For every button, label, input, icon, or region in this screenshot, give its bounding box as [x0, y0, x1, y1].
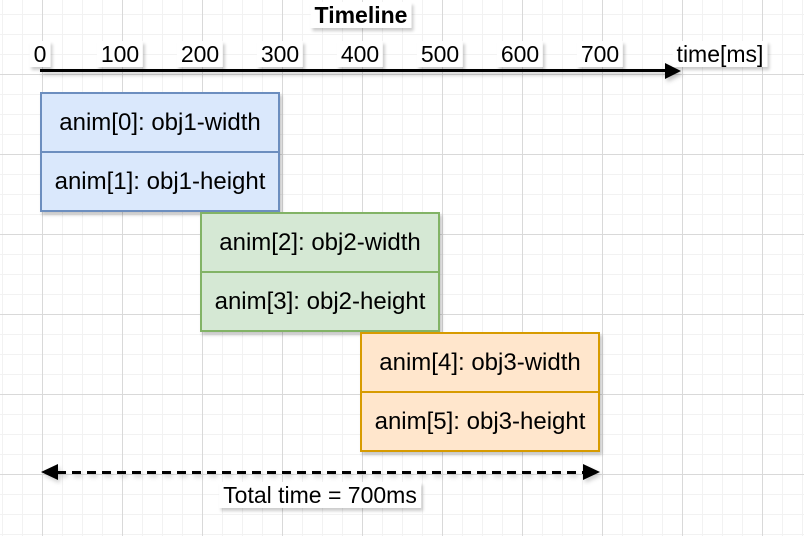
total-time-label: Total time = 700ms [219, 482, 421, 509]
axis-tick-300: 300 [256, 41, 304, 68]
track-obj1: anim[0]: obj1-width anim[1]: obj1-height [40, 92, 280, 212]
arrow-left-icon [41, 464, 58, 480]
axis-tick-400: 400 [336, 41, 384, 68]
axis-tick-600: 600 [496, 41, 544, 68]
track-obj2: anim[2]: obj2-width anim[3]: obj2-height [200, 212, 440, 332]
axis-tick-200: 200 [176, 41, 224, 68]
diagram-title: Timeline [310, 2, 412, 29]
axis-tick-700: 700 [576, 41, 624, 68]
time-axis-line [40, 69, 668, 72]
axis-tick-0: 0 [29, 41, 51, 68]
anim-block-2: anim[2]: obj2-width [219, 228, 421, 256]
anim-block-0: anim[0]: obj1-width [59, 108, 261, 136]
axis-tick-500: 500 [416, 41, 464, 68]
track-obj3: anim[4]: obj3-width anim[5]: obj3-height [360, 332, 600, 452]
anim-block-3: anim[3]: obj2-height [202, 271, 438, 330]
arrow-right-icon [583, 464, 600, 480]
anim-block-5: anim[5]: obj3-height [362, 391, 598, 450]
dashed-line [57, 471, 585, 474]
anim-block-1: anim[1]: obj1-height [42, 151, 278, 210]
axis-unit-label: time[ms] [672, 41, 768, 68]
anim-block-4: anim[4]: obj3-width [379, 348, 581, 376]
axis-tick-100: 100 [96, 41, 144, 68]
